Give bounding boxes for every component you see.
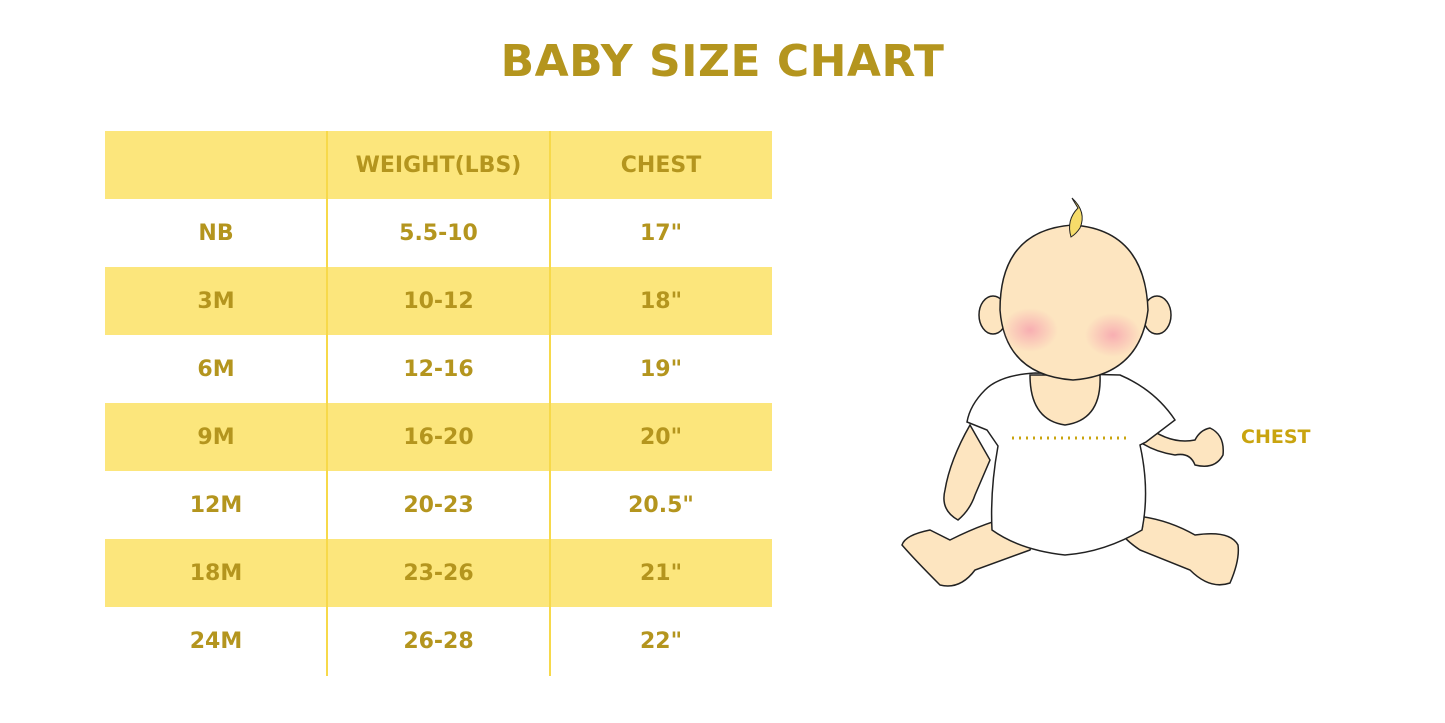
column-divider	[326, 131, 328, 676]
table-row: 18M 23-26 21"	[105, 539, 772, 607]
cell-size: 6M	[197, 356, 235, 382]
cell-chest: 17"	[639, 220, 683, 246]
page-title: BABY SIZE CHART	[500, 36, 945, 87]
cell-weight: 26-28	[403, 628, 474, 654]
cell-chest: 20.5"	[628, 492, 694, 518]
cell-chest: 19"	[639, 356, 683, 382]
cell-chest: 20"	[639, 424, 683, 450]
cell-size: 9M	[197, 424, 235, 450]
cell-chest: 22"	[639, 628, 683, 654]
table-header-row: WEIGHT(LBS) CHEST	[105, 131, 772, 199]
cell-weight: 23-26	[403, 560, 474, 586]
cell-size: 18M	[189, 560, 243, 586]
table-row: 12M 20-23 20.5"	[105, 471, 772, 539]
table-row: NB 5.5-10 17"	[105, 199, 772, 267]
cell-size: 24M	[189, 628, 243, 654]
table-row: 24M 26-28 22"	[105, 607, 772, 675]
header-cell	[105, 131, 327, 199]
cell-weight: 12-16	[403, 356, 474, 382]
cell-chest: 21"	[639, 560, 683, 586]
table-row: 9M 16-20 20"	[105, 403, 772, 471]
table-row: 3M 10-12 18"	[105, 267, 772, 335]
cell-size: 3M	[197, 288, 235, 314]
cell-chest: 18"	[639, 288, 683, 314]
cell-size: 12M	[189, 492, 243, 518]
cell-size: NB	[198, 220, 234, 246]
cell-weight: 16-20	[403, 424, 474, 450]
header-cell-chest: CHEST	[620, 152, 702, 178]
baby-illustration	[901, 197, 1240, 587]
cell-weight: 5.5-10	[399, 220, 478, 246]
table-row: 6M 12-16 19"	[105, 335, 772, 403]
cell-weight: 20-23	[403, 492, 474, 518]
header-cell-weight: WEIGHT(LBS)	[355, 152, 522, 178]
shirt	[966, 372, 1177, 556]
size-chart-table: WEIGHT(LBS) CHEST NB 5.5-10 17" 3M 10-12 18" 6…	[105, 131, 772, 675]
cell-weight: 10-12	[403, 288, 474, 314]
chest-label: CHEST	[1241, 426, 1311, 448]
column-divider	[549, 131, 551, 676]
